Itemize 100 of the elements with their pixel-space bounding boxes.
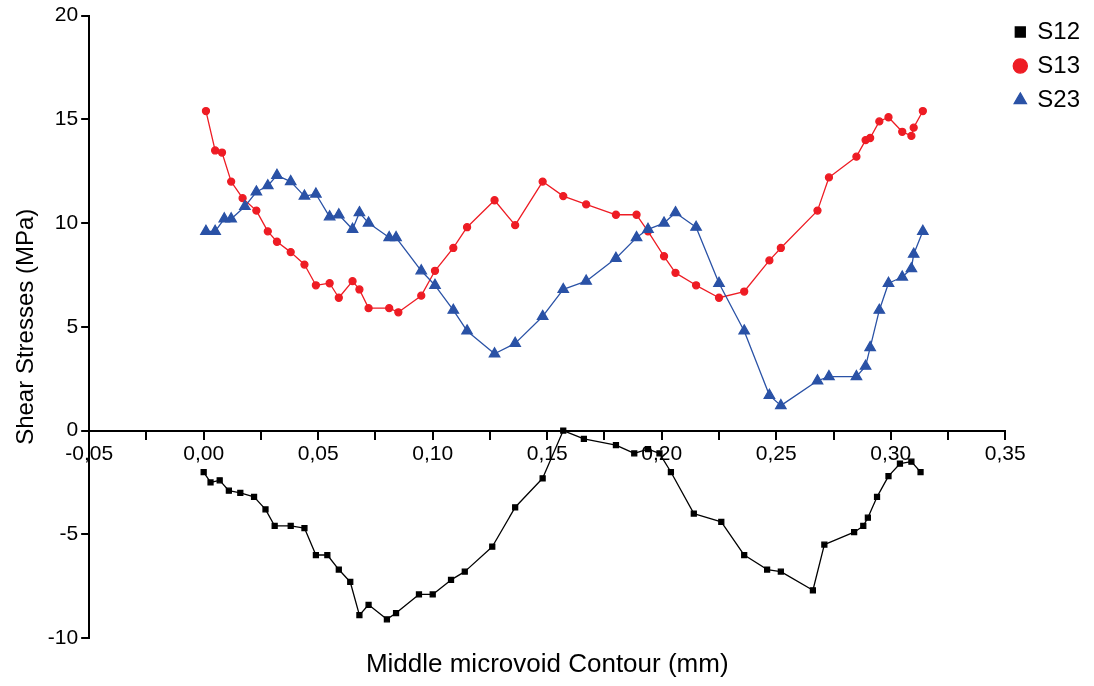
point bbox=[917, 468, 924, 476]
point bbox=[415, 264, 428, 275]
point bbox=[667, 468, 675, 476]
point bbox=[580, 274, 593, 285]
point bbox=[864, 340, 877, 352]
point bbox=[823, 369, 835, 381]
point bbox=[216, 477, 223, 484]
point bbox=[332, 208, 345, 219]
point bbox=[488, 347, 501, 358]
point bbox=[511, 220, 520, 230]
x-tick-label: 0,35 bbox=[984, 440, 1026, 464]
point bbox=[250, 493, 258, 501]
point bbox=[356, 612, 363, 619]
point bbox=[851, 529, 858, 536]
point bbox=[201, 106, 211, 116]
y-tick-label: -5 bbox=[59, 521, 79, 545]
x-tick-label: 0,05 bbox=[297, 440, 339, 464]
legend-label: S23 bbox=[1037, 84, 1080, 112]
point bbox=[850, 369, 863, 381]
y-tick-label: -10 bbox=[47, 624, 79, 648]
point bbox=[462, 223, 472, 232]
point bbox=[611, 210, 621, 219]
point bbox=[538, 177, 547, 186]
point bbox=[415, 591, 423, 598]
point bbox=[509, 336, 522, 348]
point bbox=[852, 152, 861, 161]
point bbox=[859, 359, 872, 370]
x-tick-label: 0,00 bbox=[183, 440, 225, 464]
point bbox=[690, 510, 697, 517]
point bbox=[690, 220, 702, 231]
point bbox=[884, 113, 893, 122]
point bbox=[560, 427, 567, 434]
point bbox=[740, 287, 749, 296]
point bbox=[284, 174, 297, 186]
point bbox=[325, 279, 334, 288]
y-axis-title: Shear Stresses (MPa) bbox=[11, 208, 39, 445]
point bbox=[207, 479, 214, 486]
point bbox=[272, 237, 282, 246]
point bbox=[691, 281, 701, 290]
point bbox=[263, 227, 272, 236]
point bbox=[918, 106, 927, 116]
point bbox=[362, 216, 375, 227]
point bbox=[447, 576, 455, 584]
point bbox=[875, 117, 884, 126]
point bbox=[217, 148, 227, 157]
point bbox=[385, 303, 394, 313]
point bbox=[394, 308, 403, 317]
point bbox=[335, 566, 342, 573]
point bbox=[775, 398, 787, 410]
point bbox=[429, 278, 441, 289]
point bbox=[238, 194, 247, 203]
point bbox=[763, 566, 771, 573]
legend-label: S12 bbox=[1037, 16, 1080, 44]
point bbox=[813, 206, 822, 215]
point bbox=[713, 276, 725, 287]
point bbox=[809, 587, 817, 594]
point bbox=[312, 551, 320, 559]
point bbox=[347, 578, 354, 586]
point bbox=[323, 210, 336, 221]
point bbox=[227, 177, 236, 186]
point bbox=[239, 199, 251, 211]
point bbox=[209, 224, 221, 236]
point bbox=[200, 224, 212, 236]
point bbox=[353, 206, 366, 217]
point bbox=[311, 281, 321, 290]
point bbox=[271, 168, 283, 179]
point bbox=[429, 591, 436, 598]
point bbox=[365, 601, 372, 608]
point bbox=[821, 541, 828, 548]
point bbox=[905, 262, 918, 273]
point bbox=[298, 189, 311, 200]
point bbox=[873, 493, 881, 501]
point bbox=[669, 206, 682, 217]
x-tick-label: 0,30 bbox=[870, 440, 912, 464]
point bbox=[860, 522, 867, 530]
point bbox=[286, 247, 295, 257]
point bbox=[536, 309, 549, 321]
point bbox=[612, 441, 620, 449]
point bbox=[559, 191, 568, 201]
point bbox=[907, 247, 920, 258]
point bbox=[261, 179, 274, 190]
point bbox=[896, 270, 909, 281]
point bbox=[610, 251, 622, 262]
point bbox=[200, 468, 207, 476]
point bbox=[658, 216, 670, 227]
point bbox=[738, 324, 751, 335]
point bbox=[582, 200, 591, 209]
point bbox=[324, 551, 331, 559]
point bbox=[741, 551, 748, 559]
point bbox=[346, 222, 359, 233]
point bbox=[490, 196, 499, 205]
point bbox=[417, 291, 426, 300]
point bbox=[210, 146, 220, 155]
point bbox=[718, 518, 725, 525]
point bbox=[917, 224, 929, 236]
point bbox=[642, 222, 654, 233]
y-tick-label: 15 bbox=[54, 106, 79, 130]
point bbox=[301, 524, 308, 532]
point bbox=[864, 514, 871, 521]
point bbox=[364, 303, 373, 313]
